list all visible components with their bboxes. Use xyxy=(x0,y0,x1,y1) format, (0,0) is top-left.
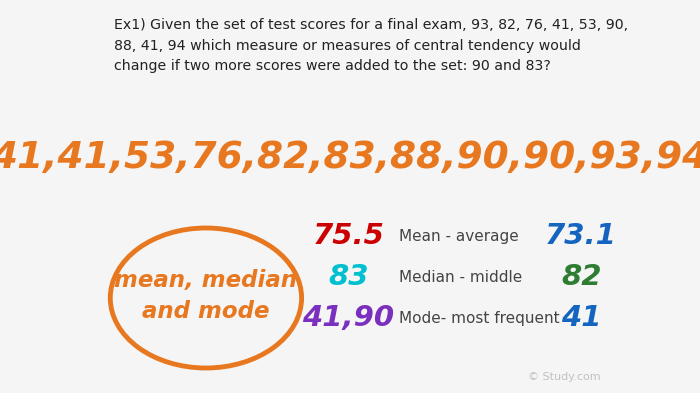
Text: 41: 41 xyxy=(561,304,601,332)
Text: Ex1) Given the set of test scores for a final exam, 93, 82, 76, 41, 53, 90,
88, : Ex1) Given the set of test scores for a … xyxy=(113,18,628,73)
Text: 75.5: 75.5 xyxy=(313,222,384,250)
Text: Median - middle: Median - middle xyxy=(399,270,522,285)
Text: Mode- most frequent: Mode- most frequent xyxy=(399,310,559,325)
Text: 41,90: 41,90 xyxy=(302,304,395,332)
Text: mean, median: mean, median xyxy=(114,268,298,292)
Text: Mean - average: Mean - average xyxy=(399,228,519,244)
Text: 41,41,53,76,82,83,88,90,90,93,94: 41,41,53,76,82,83,88,90,90,93,94 xyxy=(0,140,700,176)
Text: 73.1: 73.1 xyxy=(545,222,617,250)
Text: and mode: and mode xyxy=(142,301,270,323)
Text: 82: 82 xyxy=(561,263,601,291)
Text: 83: 83 xyxy=(328,263,369,291)
Text: © Study.com: © Study.com xyxy=(528,372,600,382)
